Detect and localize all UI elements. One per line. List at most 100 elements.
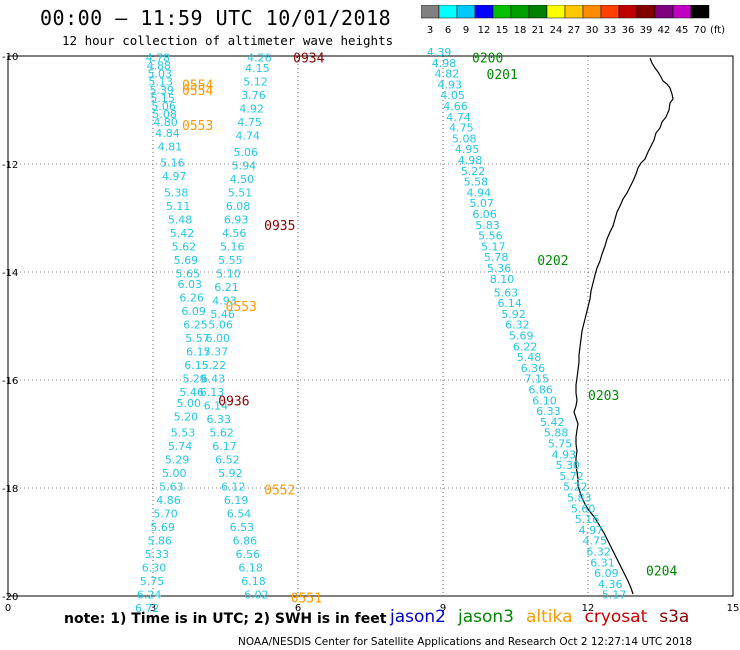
wave-height-value: 6.52 xyxy=(215,454,240,467)
map-title: 00:00 – 11:59 UTC 10/01/2018 xyxy=(40,6,392,30)
wave-height-value: 5.86 xyxy=(148,535,173,548)
wave-height-value: 4.75 xyxy=(583,535,608,548)
coastline xyxy=(573,57,674,595)
wave-height-value: 6.18 xyxy=(238,562,263,575)
wave-height-value: 4.75 xyxy=(237,116,262,129)
wave-height-value: 4.66 xyxy=(443,100,468,113)
satellite-jason3: jason3 xyxy=(458,607,514,627)
wave-height-value: 5.48 xyxy=(517,351,542,364)
wave-height-value: 5.06 xyxy=(151,100,176,113)
wave-height-value: 5.22 xyxy=(202,359,227,372)
wave-height-value: 5.56 xyxy=(478,230,503,243)
wave-height-value: 4.93 xyxy=(438,78,463,91)
wave-height-value: 5.69 xyxy=(174,254,199,267)
wave-height-value: 5.63 xyxy=(494,286,519,299)
wave-height-value: 5.69 xyxy=(509,330,534,343)
wave-height-value: 5.17 xyxy=(481,240,506,253)
wave-height-value: 6.19 xyxy=(224,494,249,507)
wave-height-value: 5.36 xyxy=(487,262,512,275)
wave-height-value: 6.10 xyxy=(532,394,557,407)
color-scale-label: 70 xyxy=(694,25,707,36)
wave-height-value: 5.42 xyxy=(170,227,195,240)
wave-height-value: 4.74 xyxy=(446,111,471,124)
wave-height-value: 8.10 xyxy=(490,273,515,286)
satellite-cryosat: cryosat xyxy=(584,607,648,627)
x-tick-label: 6 xyxy=(295,603,301,614)
wave-height-value: 4.74 xyxy=(235,130,260,143)
wave-height-value: 5.46 xyxy=(210,308,235,321)
pass-time-label: 0201 xyxy=(487,68,518,83)
wave-height-value: 5.69 xyxy=(150,521,175,534)
color-scale-label: 21 xyxy=(532,25,545,36)
satellite-s3a: s3a xyxy=(659,607,690,627)
wave-height-value: 6.54 xyxy=(227,508,252,521)
wave-height-value: 6.17 xyxy=(186,346,211,359)
wave-height-value: 6.86 xyxy=(528,384,553,397)
wave-height-value: 4.93 xyxy=(212,294,237,307)
wave-height-value: 4.98 xyxy=(432,57,457,70)
wave-height-value: 5.74 xyxy=(168,440,193,453)
color-scale-label: 27 xyxy=(568,25,581,36)
wave-height-value: 5.22 xyxy=(563,481,588,494)
x-tick-label: 9 xyxy=(440,603,446,614)
satellite-jason2: jason2 xyxy=(390,607,446,627)
wave-height-value: 5.06 xyxy=(234,146,259,159)
wave-height-value: 5.92 xyxy=(501,308,526,321)
wave-height-value: 4.92 xyxy=(239,103,264,116)
wave-height-value: 5.46 xyxy=(179,386,204,399)
wave-height-value: 5.65 xyxy=(176,267,201,280)
wave-height-value: 6.02 xyxy=(244,589,269,602)
wave-height-value: 5.51 xyxy=(228,186,253,199)
wave-height-value: 5.94 xyxy=(232,159,257,172)
wave-height-value: 5.03 xyxy=(148,68,173,81)
color-scale-label: 6 xyxy=(445,25,451,36)
wave-height-value: 5.53 xyxy=(171,427,196,440)
wave-height-value: 6.14 xyxy=(497,297,522,310)
wave-height-value: 5.72 xyxy=(559,470,584,483)
wave-height-value: 6.14 xyxy=(204,400,229,413)
wave-height-value: 4.84 xyxy=(155,127,180,140)
color-scale-label: 39 xyxy=(640,25,653,36)
wave-height-value: 5.16 xyxy=(575,513,600,526)
pass-time-label: 0552 xyxy=(264,484,295,499)
credit-line: NOAA/NESDIS Center for Satellite Applica… xyxy=(238,636,693,648)
wave-height-value: 5.38 xyxy=(164,186,189,199)
color-scale-legend: 3 6 9 12 15 18 21 24 27 30 33 36 39 42 45 70 (ft) xyxy=(421,5,725,36)
pass-time-label: 0551 xyxy=(291,592,322,607)
wave-height-value: 5.12 xyxy=(243,76,268,89)
wave-height-value: 5.57 xyxy=(185,332,210,345)
x-tick-label: 15 xyxy=(727,603,740,614)
wave-height-value: 5.75 xyxy=(548,438,573,451)
wave-height-value: 5.60 xyxy=(571,502,596,515)
wave-height-value: 5.07 xyxy=(469,197,494,210)
wave-height-value: 4.97 xyxy=(579,524,604,537)
wave-height-value: 5.88 xyxy=(544,427,569,440)
wave-height-value: 4.56 xyxy=(222,227,247,240)
wave-height-value: 5.83 xyxy=(567,492,592,505)
pass-time-label: 0202 xyxy=(537,254,568,269)
color-scale-label: 30 xyxy=(586,25,599,36)
wave-height-value: 4.80 xyxy=(153,116,178,129)
wave-height-value: 6.15 xyxy=(184,359,209,372)
wave-height-value: 4.88 xyxy=(147,60,172,73)
wave-height-value: 4.26 xyxy=(247,51,272,64)
wave-height-value: 6.33 xyxy=(536,405,561,418)
wave-height-value: 6.09 xyxy=(594,567,619,580)
wave-height-value: 4.39 xyxy=(427,46,452,59)
wave-height-value: 4.50 xyxy=(230,173,255,186)
wave-height-value: 6.08 xyxy=(226,200,251,213)
wave-height-value: 5.00 xyxy=(177,397,202,410)
wave-height-value: 5.62 xyxy=(172,240,197,253)
wave-height-value: 5.00 xyxy=(162,467,187,480)
x-tick-label: 0 xyxy=(5,603,11,614)
wave-height-value: 4.81 xyxy=(158,141,183,154)
wave-height-value: 5.48 xyxy=(168,213,193,226)
wave-height-value: 6.09 xyxy=(181,305,206,318)
wave-height-value: 5.29 xyxy=(165,454,190,467)
wave-height-value: 5.06 xyxy=(208,319,233,332)
wave-height-value: 5.58 xyxy=(464,176,489,189)
wave-height-value: 5.20 xyxy=(174,411,199,424)
wave-height-value: 4.75 xyxy=(449,122,474,135)
color-scale-label: 45 xyxy=(676,25,689,36)
